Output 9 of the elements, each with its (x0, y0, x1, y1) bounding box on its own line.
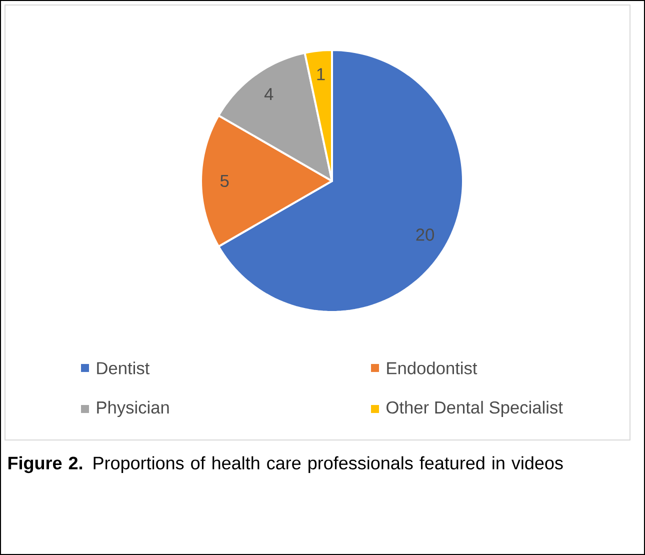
data-label: 4 (264, 88, 274, 100)
data-label: 20 (416, 228, 434, 241)
legend-label: Other Dental Specialist (386, 400, 563, 418)
text: Figure 2. Proportions of health care professionals featured in videos (8, 456, 563, 474)
data-label: 5 (220, 174, 229, 188)
legend-label: Endodontist (387, 362, 478, 374)
legend-label: Dentist (97, 362, 150, 374)
data-label: 1 (317, 68, 325, 80)
legend-label: Physician (97, 400, 169, 418)
